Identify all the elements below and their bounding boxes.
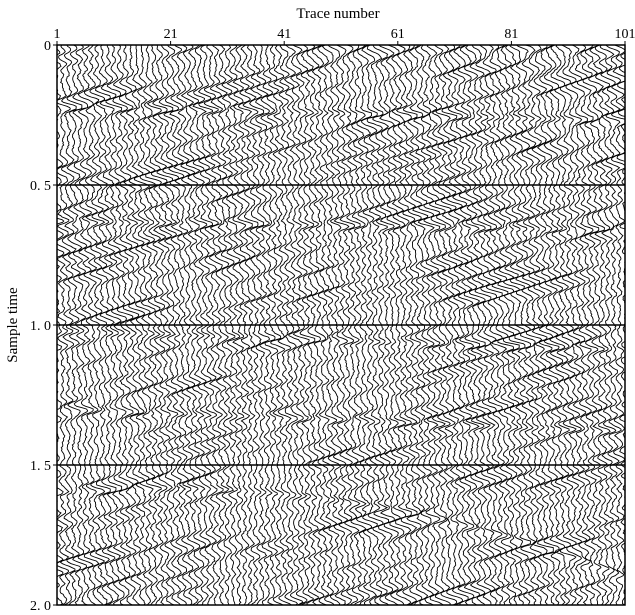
plot-frame (56, 44, 626, 606)
y-axis-label: Sample time (5, 287, 21, 363)
y-tick-label: 1. 0 (30, 319, 51, 334)
x-axis-label: Trace number (296, 6, 379, 22)
y-tick-label: 1. 5 (30, 459, 51, 474)
x-tick-label: 101 (615, 27, 635, 42)
x-tick-label: 21 (164, 27, 178, 42)
y-tick-label: 2. 0 (30, 599, 51, 614)
y-tick-label: 0 (44, 39, 51, 54)
x-tick-label: 41 (277, 27, 291, 42)
x-tick-label: 1 (54, 27, 61, 42)
y-tick-label: 0. 5 (30, 179, 51, 194)
x-tick-label: 61 (391, 27, 405, 42)
x-tick-label: 81 (504, 27, 518, 42)
